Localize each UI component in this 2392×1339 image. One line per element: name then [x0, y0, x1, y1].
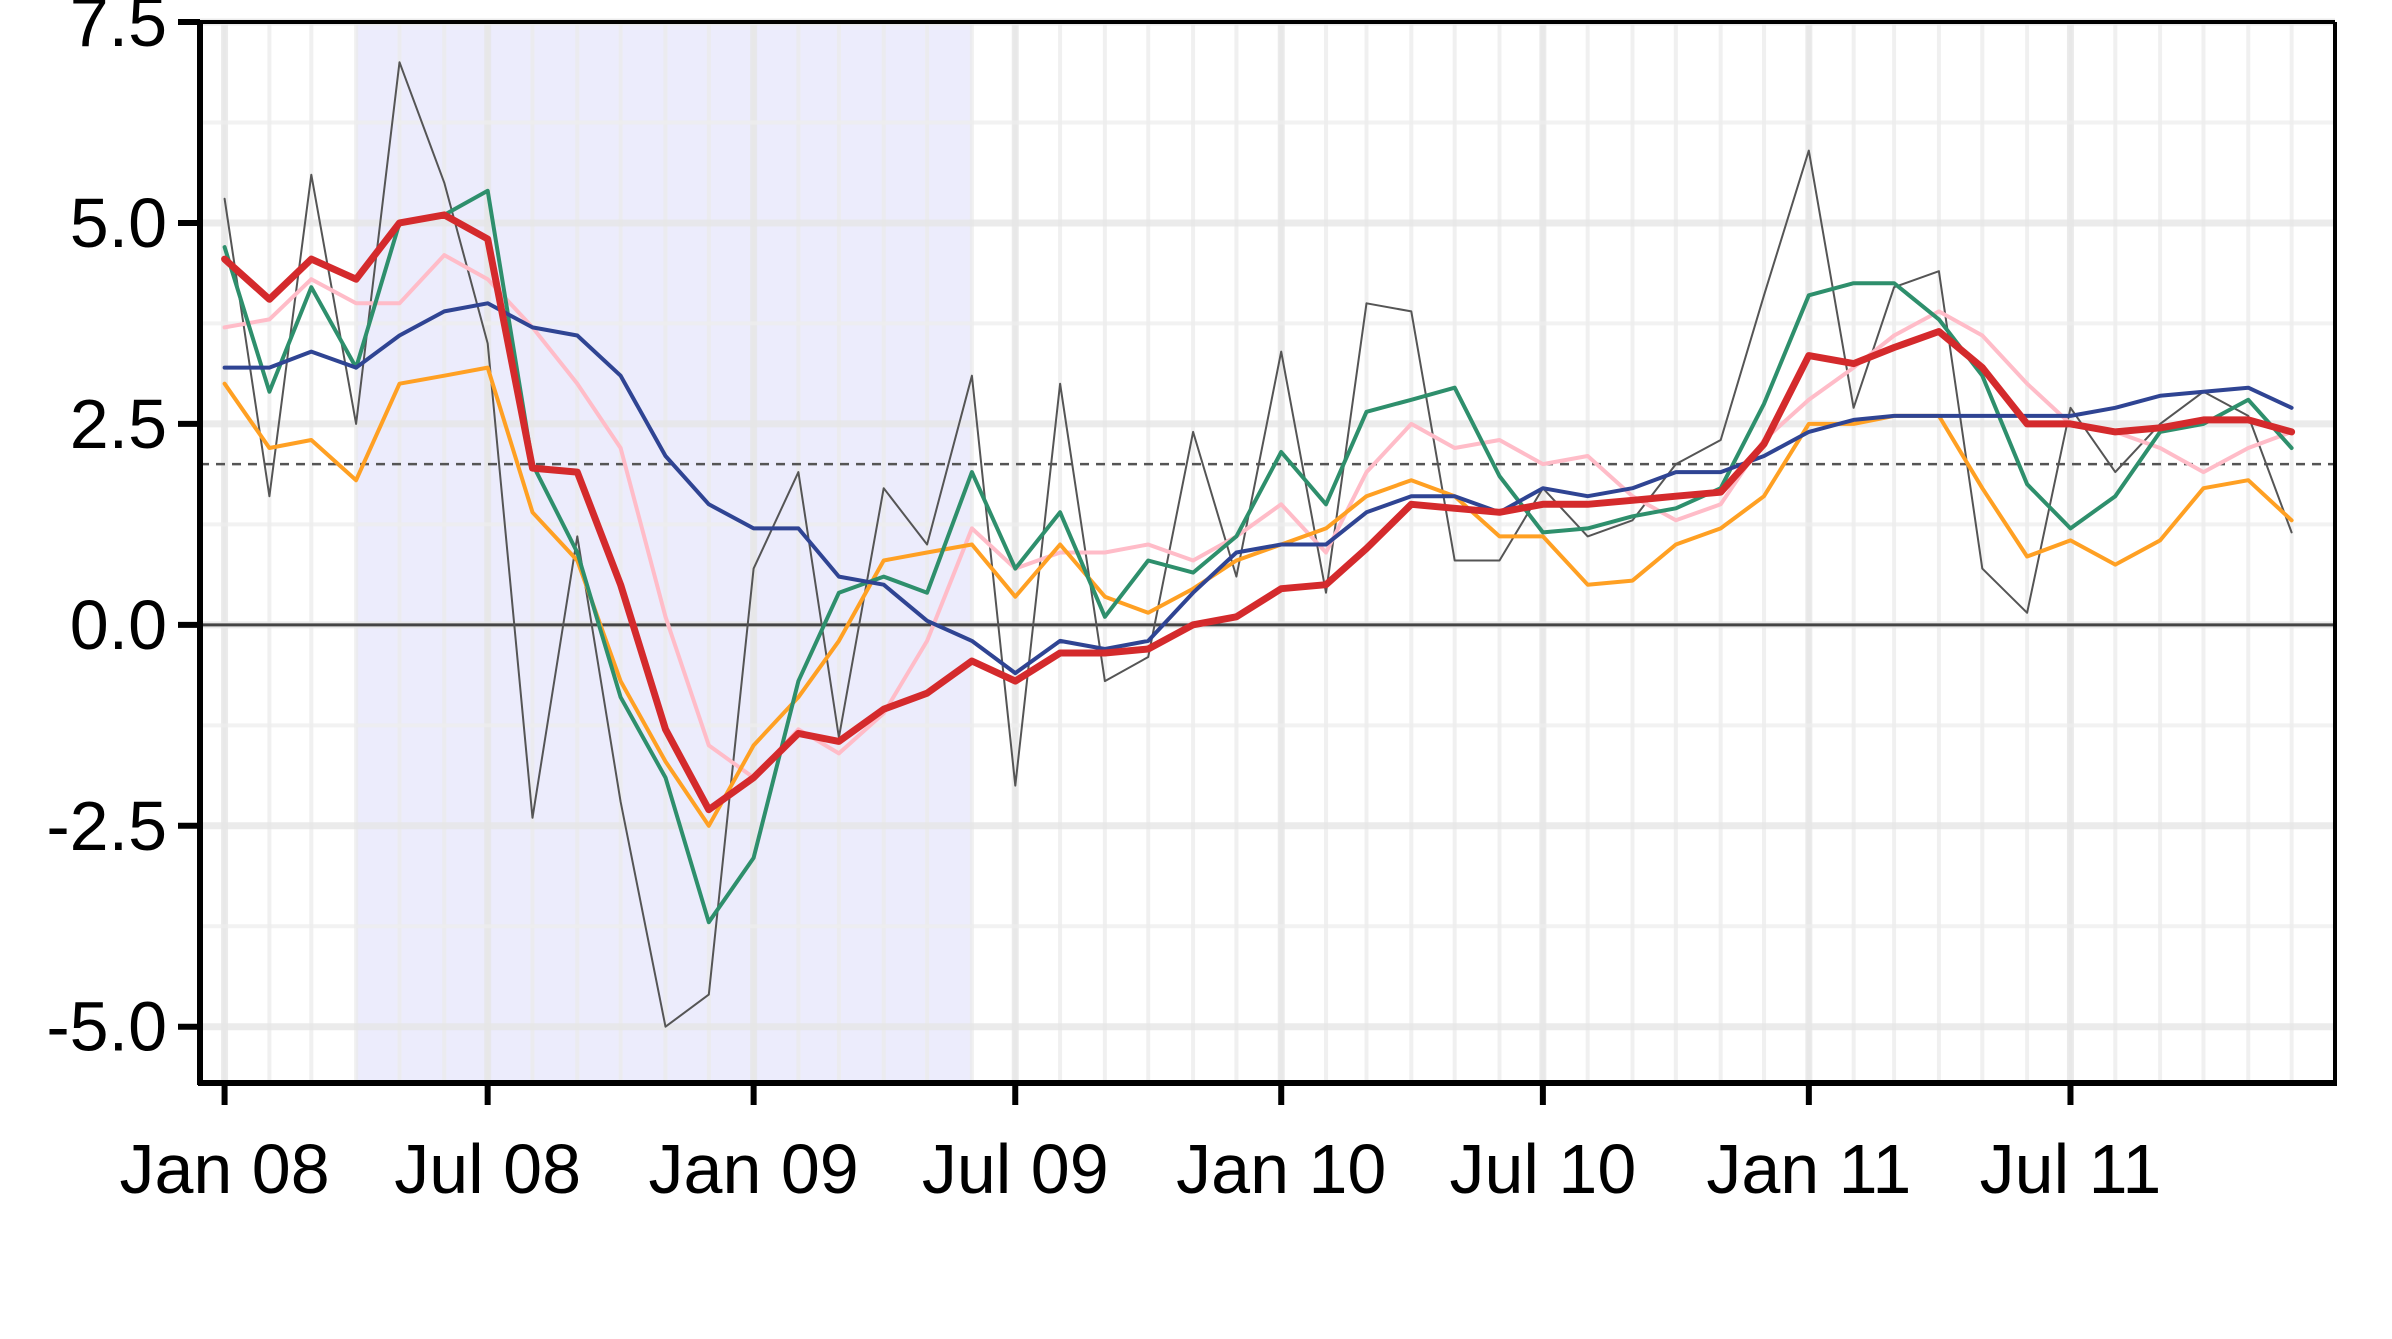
- x-tick-label: Jul 10: [1449, 1130, 1636, 1208]
- series-line-4: [222, 188, 2294, 925]
- series-line-1: [223, 61, 2293, 1028]
- series-line-3: [222, 365, 2294, 828]
- x-tick-label: Jul 11: [1980, 1130, 2162, 1208]
- x-tick-label: Jan 10: [1176, 1130, 1386, 1208]
- reference-lines: [200, 462, 2335, 627]
- series-line-2: [222, 253, 2294, 780]
- x-tick-label: Jul 09: [922, 1130, 1109, 1208]
- x-tick-label: Jan 09: [649, 1130, 859, 1208]
- axes: [197, 20, 2337, 1086]
- x-tick-label: Jan 11: [1706, 1130, 1911, 1208]
- y-tick-label: 5.0: [70, 184, 167, 262]
- x-tick-label: Jan 08: [119, 1130, 329, 1208]
- y-tick-label: 0.0: [70, 586, 167, 664]
- x-tick-label: Jul 08: [394, 1130, 581, 1208]
- y-tick-label: -5.0: [46, 988, 167, 1066]
- x-axis-ticks: Jan 08 Jul 08 Jan 09 Jul 09 Jan 10 Jul 10 Jan …: [119, 1083, 2161, 1208]
- y-axis-ticks: 7.5 5.0 2.5 0.0 -2.5 -5.0: [46, 0, 200, 1066]
- series-lines: [221, 61, 2296, 1028]
- series-line-6: [221, 211, 2296, 814]
- series-line-5: [222, 301, 2294, 676]
- y-tick-label: -2.5: [46, 787, 167, 865]
- y-tick-label: 7.5: [70, 0, 167, 61]
- y-tick-label: 2.5: [70, 385, 167, 463]
